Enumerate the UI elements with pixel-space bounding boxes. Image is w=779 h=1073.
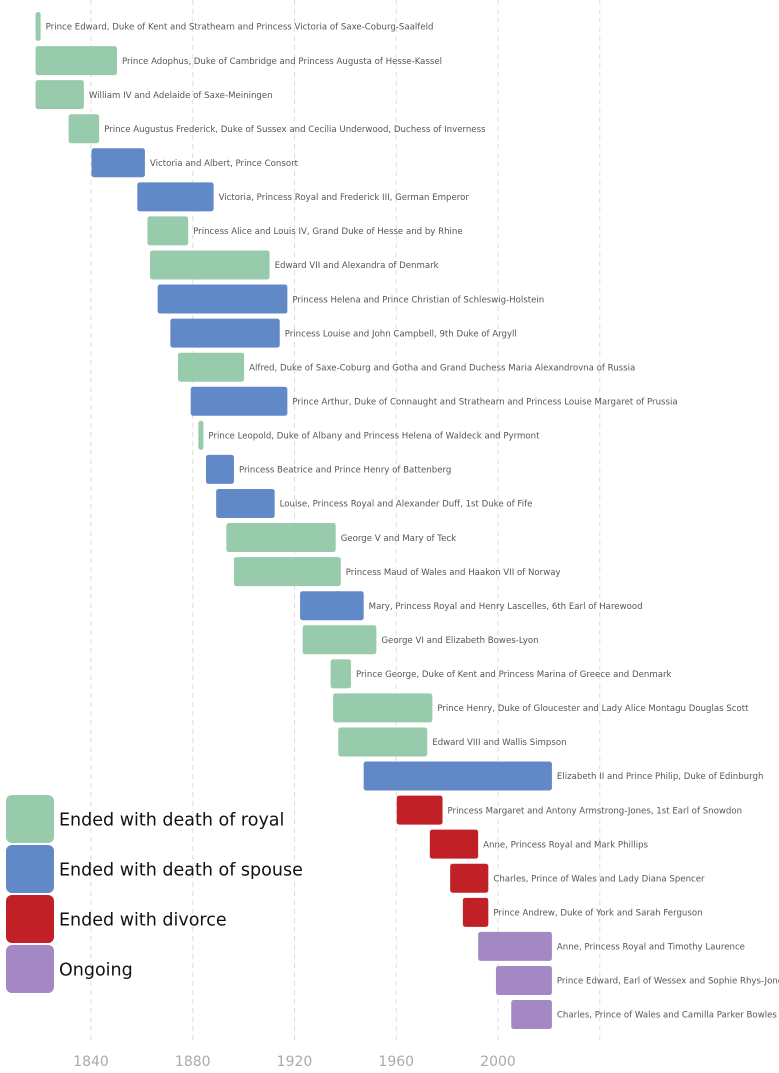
marriage-bar[interactable] [177,352,245,382]
bar-labels-layer: Prince Edward, Duke of Kent and Strathea… [46,23,779,1021]
x-tick-label: 1920 [277,1054,313,1070]
marriage-label: Prince Andrew, Duke of York and Sarah Fe… [493,909,702,919]
marriage-bar[interactable] [462,897,489,927]
legend-label: Ended with divorce [59,911,227,931]
marriage-label: Princess Alice and Louis IV, Grand Duke … [193,227,463,237]
marriage-label: Prince George, Duke of Kent and Princess… [356,670,672,680]
marriage-label: Princess Beatrice and Prince Henry of Ba… [239,466,451,476]
marriage-label: Princess Helena and Prince Christian of … [292,295,544,305]
x-tick-label: 1840 [73,1054,109,1070]
marriage-bar[interactable] [35,46,117,76]
marriage-bar[interactable] [205,454,234,484]
legend-swatch [6,945,54,993]
marriage-label: Anne, Princess Royal and Mark Phillips [483,840,648,850]
legend-swatch [6,845,54,893]
marriage-bar[interactable] [233,557,341,587]
marriage-bar[interactable] [35,80,84,110]
marriage-label: Princess Margaret and Antony Armstrong-J… [448,806,743,816]
marriage-bar[interactable] [511,1000,552,1030]
marriage-bar[interactable] [429,829,479,859]
marriage-bar[interactable] [226,523,336,553]
legend-label: Ongoing [59,961,133,981]
marriage-label: Charles, Prince of Wales and Camilla Par… [557,1011,777,1021]
legend: Ended with death of royal Ended with deat… [6,795,303,993]
marriage-bar[interactable] [396,795,443,825]
legend-swatch [6,795,54,843]
grid-lines [90,0,601,1040]
marriage-bar[interactable] [330,659,351,689]
x-axis-ticks: 1840 1880 1920 1960 2000 [73,1054,516,1070]
marriage-bar[interactable] [450,863,489,893]
marriage-label: Anne, Princess Royal and Timothy Laurenc… [557,943,745,953]
marriage-label: William IV and Adelaide of Saxe-Meininge… [89,91,273,101]
marriage-bar[interactable] [190,386,288,416]
marriage-bar[interactable] [91,148,145,178]
x-tick-label: 2000 [480,1054,516,1070]
marriage-bar[interactable] [68,114,100,144]
marriage-label: Prince Augustus Frederick, Duke of Susse… [104,125,486,135]
marriage-label: Elizabeth II and Prince Philip, Duke of … [557,772,764,782]
marriage-bar[interactable] [333,693,433,723]
marriage-bar[interactable] [198,420,204,450]
marriage-label: Prince Leopold, Duke of Albany and Princ… [208,432,540,442]
marriage-label: Prince Adophus, Duke of Cambridge and Pr… [122,57,442,67]
marriage-bar[interactable] [300,591,364,621]
legend-swatch [6,895,54,943]
x-tick-label: 1960 [378,1054,414,1070]
marriage-label: Victoria, Princess Royal and Frederick I… [219,193,470,203]
marriage-bar[interactable] [302,625,377,655]
marriage-label: Edward VII and Alexandra of Denmark [275,261,439,271]
marriage-label: Victoria and Albert, Prince Consort [150,159,299,169]
marriage-label: Alfred, Duke of Saxe-Coburg and Gotha an… [249,363,635,373]
legend-label: Ended with death of spouse [59,861,303,881]
legend-label: Ended with death of royal [59,811,284,831]
marriage-bar[interactable] [150,250,270,280]
marriage-label: Prince Arthur, Duke of Connaught and Str… [292,397,677,407]
marriage-bar[interactable] [363,761,552,791]
marriage-bar[interactable] [157,284,288,314]
marriage-label: Prince Edward, Duke of Kent and Strathea… [46,23,434,33]
marriage-label: Princess Louise and John Campbell, 9th D… [285,329,517,339]
marriage-label: George VI and Elizabeth Bowes-Lyon [381,636,538,646]
marriage-label: Mary, Princess Royal and Henry Lascelles… [369,602,643,612]
marriage-bar[interactable] [338,727,428,757]
x-tick-label: 1880 [175,1054,211,1070]
marriage-label: Charles, Prince of Wales and Lady Diana … [493,874,705,884]
marriage-bar[interactable] [147,216,189,246]
marriage-bar[interactable] [35,12,41,41]
marriage-label: Princess Maud of Wales and Haakon VII of… [346,568,561,578]
marriage-label: George V and Mary of Teck [341,534,456,544]
marriage-label: Edward VIII and Wallis Simpson [432,738,566,748]
marriage-label: Louise, Princess Royal and Alexander Duf… [280,500,533,510]
marriage-bar[interactable] [216,488,275,518]
marriage-label: Prince Edward, Earl of Wessex and Sophie… [557,977,779,987]
marriage-label: Prince Henry, Duke of Gloucester and Lad… [437,704,749,714]
marriage-bar[interactable] [495,965,552,995]
marriage-bar[interactable] [137,182,214,212]
marriage-bar[interactable] [170,318,280,348]
bars-layer [35,12,552,1030]
marriage-bar[interactable] [478,931,552,961]
